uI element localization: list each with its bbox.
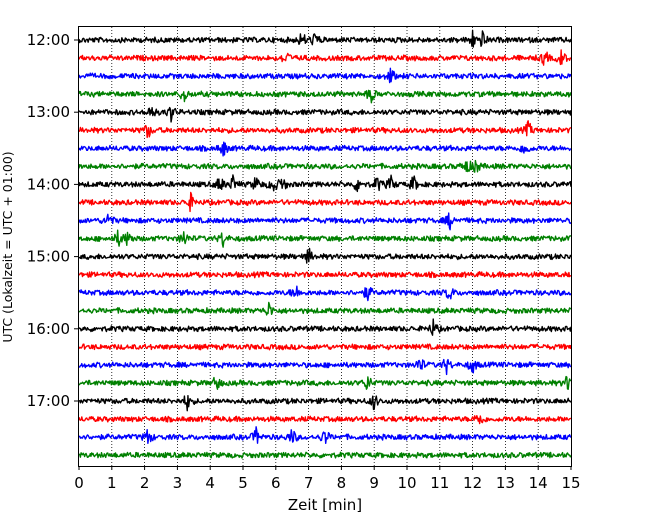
- trace-line: [78, 159, 572, 173]
- x-tick-label: 2: [140, 474, 150, 492]
- trace-line: [78, 212, 572, 231]
- x-tick-label: 1: [107, 474, 117, 492]
- x-tick-label: 11: [430, 474, 449, 492]
- y-axis-ticks: 12:00 13:00 14:00 15:00 16:00 17:00: [27, 31, 79, 410]
- y-tick-label: 12:00: [27, 31, 70, 49]
- y-tick-label: 14:00: [27, 175, 70, 193]
- x-tick-label: 5: [238, 474, 248, 492]
- x-tick-label: 15: [561, 474, 580, 492]
- trace-line: [78, 120, 572, 139]
- x-axis-label: Zeit [min]: [288, 496, 362, 514]
- x-tick-label: 9: [369, 474, 379, 492]
- x-tick-label: 12: [463, 474, 482, 492]
- trace-line: [78, 67, 572, 84]
- x-axis-ticks: 0 1 2 3 4 5 6 7 8 9 10 11 12 13 14 15: [74, 466, 581, 492]
- y-tick-label: 15:00: [27, 248, 70, 266]
- x-tick-label: 7: [304, 474, 314, 492]
- trace-line: [78, 191, 572, 213]
- trace-line: [78, 451, 572, 459]
- x-tick-label: 14: [529, 474, 548, 492]
- trace-line: [78, 89, 572, 104]
- x-tick-label: 4: [205, 474, 215, 492]
- trace-line: [78, 141, 572, 157]
- x-tick-label: 8: [337, 474, 347, 492]
- trace-line: [78, 415, 572, 425]
- trace-line: [78, 49, 572, 66]
- x-tick-label: 6: [271, 474, 281, 492]
- y-axis-label: UTC (Lokalzeit = UTC + 01:00): [0, 151, 15, 342]
- x-tick-label: 0: [74, 474, 84, 492]
- trace-line: [78, 271, 572, 279]
- y-tick-label: 16:00: [27, 320, 70, 338]
- trace-line: [78, 301, 572, 316]
- trace-line: [78, 285, 572, 302]
- trace-line: [78, 343, 572, 351]
- y-tick-label: 17:00: [27, 392, 70, 410]
- plot-frame: [78, 26, 572, 467]
- x-tick-label: 3: [173, 474, 183, 492]
- x-tick-label: 10: [397, 474, 416, 492]
- y-tick-label: 13:00: [27, 103, 70, 121]
- trace-line: [78, 318, 572, 336]
- x-grid: [111, 27, 539, 466]
- trace-line: [78, 247, 572, 264]
- trace-line: [78, 174, 572, 193]
- trace-group: [78, 29, 572, 459]
- trace-line: [78, 375, 572, 390]
- trace-line: [78, 358, 572, 376]
- trace-line: [78, 106, 572, 123]
- x-tick-label: 13: [496, 474, 515, 492]
- trace-line: [78, 394, 572, 412]
- trace-line: [78, 426, 572, 445]
- trace-line: [78, 29, 572, 48]
- trace-line: [78, 229, 572, 248]
